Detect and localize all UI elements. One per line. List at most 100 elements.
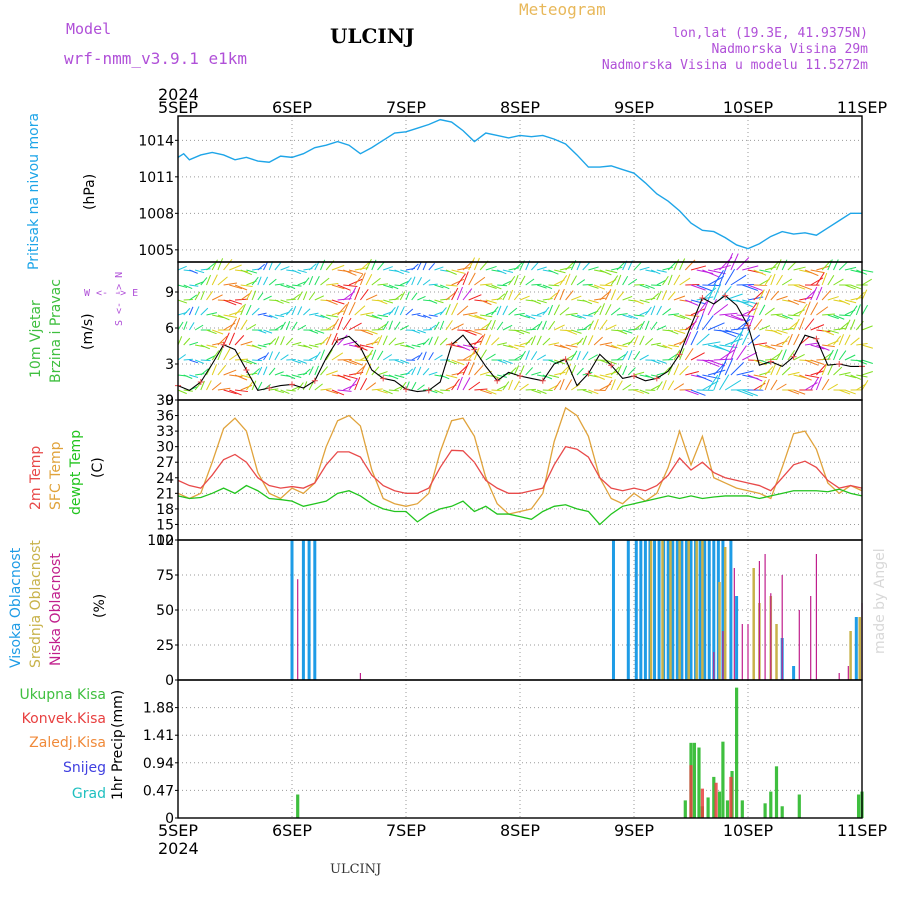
wind-barb	[434, 284, 444, 289]
model-elevation-label: Nadmorska Visina u modelu 11.5272m	[601, 58, 868, 73]
wind-barb	[308, 381, 314, 391]
wind-barb	[394, 305, 399, 316]
wind-barb	[416, 366, 422, 376]
wind-barb	[229, 264, 242, 271]
legend-conv-rain: Konvek.Kisa	[21, 711, 106, 727]
wind-barb	[599, 342, 613, 346]
wind-barb	[211, 364, 218, 376]
wind-barb	[519, 329, 531, 334]
wind-barb	[684, 331, 692, 346]
wind-barb	[815, 272, 825, 286]
wind-barb	[183, 337, 191, 346]
cloud-bar	[301, 540, 305, 680]
wind-barb	[308, 366, 314, 376]
wind-barb	[633, 283, 645, 286]
wind-barb	[684, 348, 694, 361]
cloud-bar	[684, 540, 688, 680]
wind-barb	[354, 365, 366, 376]
wind-barb	[776, 274, 783, 286]
wind-barb	[508, 307, 518, 316]
wind-barb	[525, 350, 530, 361]
wind-barb	[850, 296, 862, 301]
wind-barb	[382, 354, 393, 361]
cloud-bar	[698, 540, 702, 680]
wind-barb	[576, 314, 586, 320]
wind-barb	[251, 380, 257, 391]
wind-barb	[491, 389, 503, 392]
cloud-bar	[695, 540, 698, 680]
cloud-bar	[707, 540, 711, 680]
wind-barb	[536, 335, 542, 346]
wind-barb	[719, 344, 738, 349]
wind-barb	[320, 349, 325, 361]
wind-barb	[628, 278, 638, 286]
wind-barb	[365, 274, 373, 286]
wind-barb	[359, 289, 369, 301]
wind-barb	[285, 307, 293, 316]
precip-bar	[714, 782, 718, 818]
wind-barb	[536, 266, 547, 271]
wind-barb	[713, 358, 732, 361]
y-tick-label: 27	[156, 455, 174, 471]
wind-barb	[815, 286, 823, 301]
wind-barb	[725, 314, 743, 322]
wind-barb	[286, 284, 296, 290]
wind-barb	[326, 389, 339, 395]
wind-barb	[850, 305, 858, 316]
wind-barb	[274, 351, 280, 361]
wind-barb	[776, 383, 787, 391]
wind-barb	[844, 334, 851, 346]
wind-barb	[268, 278, 277, 286]
wind-barb	[576, 351, 581, 361]
wind-barb	[776, 295, 788, 301]
wind-barb	[742, 351, 758, 361]
wind-barb	[776, 329, 788, 334]
wind-barb	[799, 284, 813, 291]
wind-barb	[365, 349, 374, 361]
wind-barb	[377, 371, 388, 376]
wind-barb	[639, 266, 650, 271]
cloud-bar	[671, 540, 675, 680]
wind-barb	[770, 261, 780, 271]
wind-barb	[644, 320, 650, 331]
wind-barb	[707, 374, 719, 391]
wind-barb	[514, 344, 525, 348]
wind-barb	[360, 344, 374, 349]
wind-barb	[707, 322, 725, 331]
wind-barb	[753, 342, 768, 346]
wind-barb	[742, 307, 758, 316]
cloud-bar	[687, 540, 690, 680]
wind-barb	[719, 374, 730, 391]
wind-barb	[633, 262, 642, 271]
wind-barb	[656, 381, 663, 391]
wind-barb	[246, 359, 257, 365]
wind-barb	[627, 367, 636, 376]
precip-bar	[769, 791, 773, 818]
wind-barb	[605, 344, 618, 349]
wind-barb	[576, 261, 582, 271]
wind-barb	[633, 335, 639, 346]
wind-barb	[440, 284, 450, 290]
wind-barb	[183, 307, 191, 316]
wind-barb	[742, 284, 758, 291]
wind-barb	[850, 374, 862, 380]
wind-barb	[713, 303, 729, 316]
wind-barb	[240, 284, 253, 288]
wind-barb	[422, 338, 430, 346]
x-tick-label-top: 5SEP	[158, 98, 198, 117]
cloud-bar	[838, 673, 840, 680]
precip-bar	[692, 742, 697, 818]
precip-bar	[689, 765, 693, 818]
wind-barb	[422, 351, 427, 361]
wind-barb	[457, 344, 471, 351]
wind-barb	[400, 280, 410, 286]
wind-barb	[502, 290, 509, 301]
wind-barb	[627, 336, 636, 346]
cloud-bar	[689, 540, 693, 680]
cloud-bar	[735, 596, 739, 680]
wind-barb	[764, 274, 772, 286]
wind-barb	[690, 352, 705, 361]
cloud-bar	[703, 540, 707, 680]
wind-barb	[360, 329, 373, 336]
